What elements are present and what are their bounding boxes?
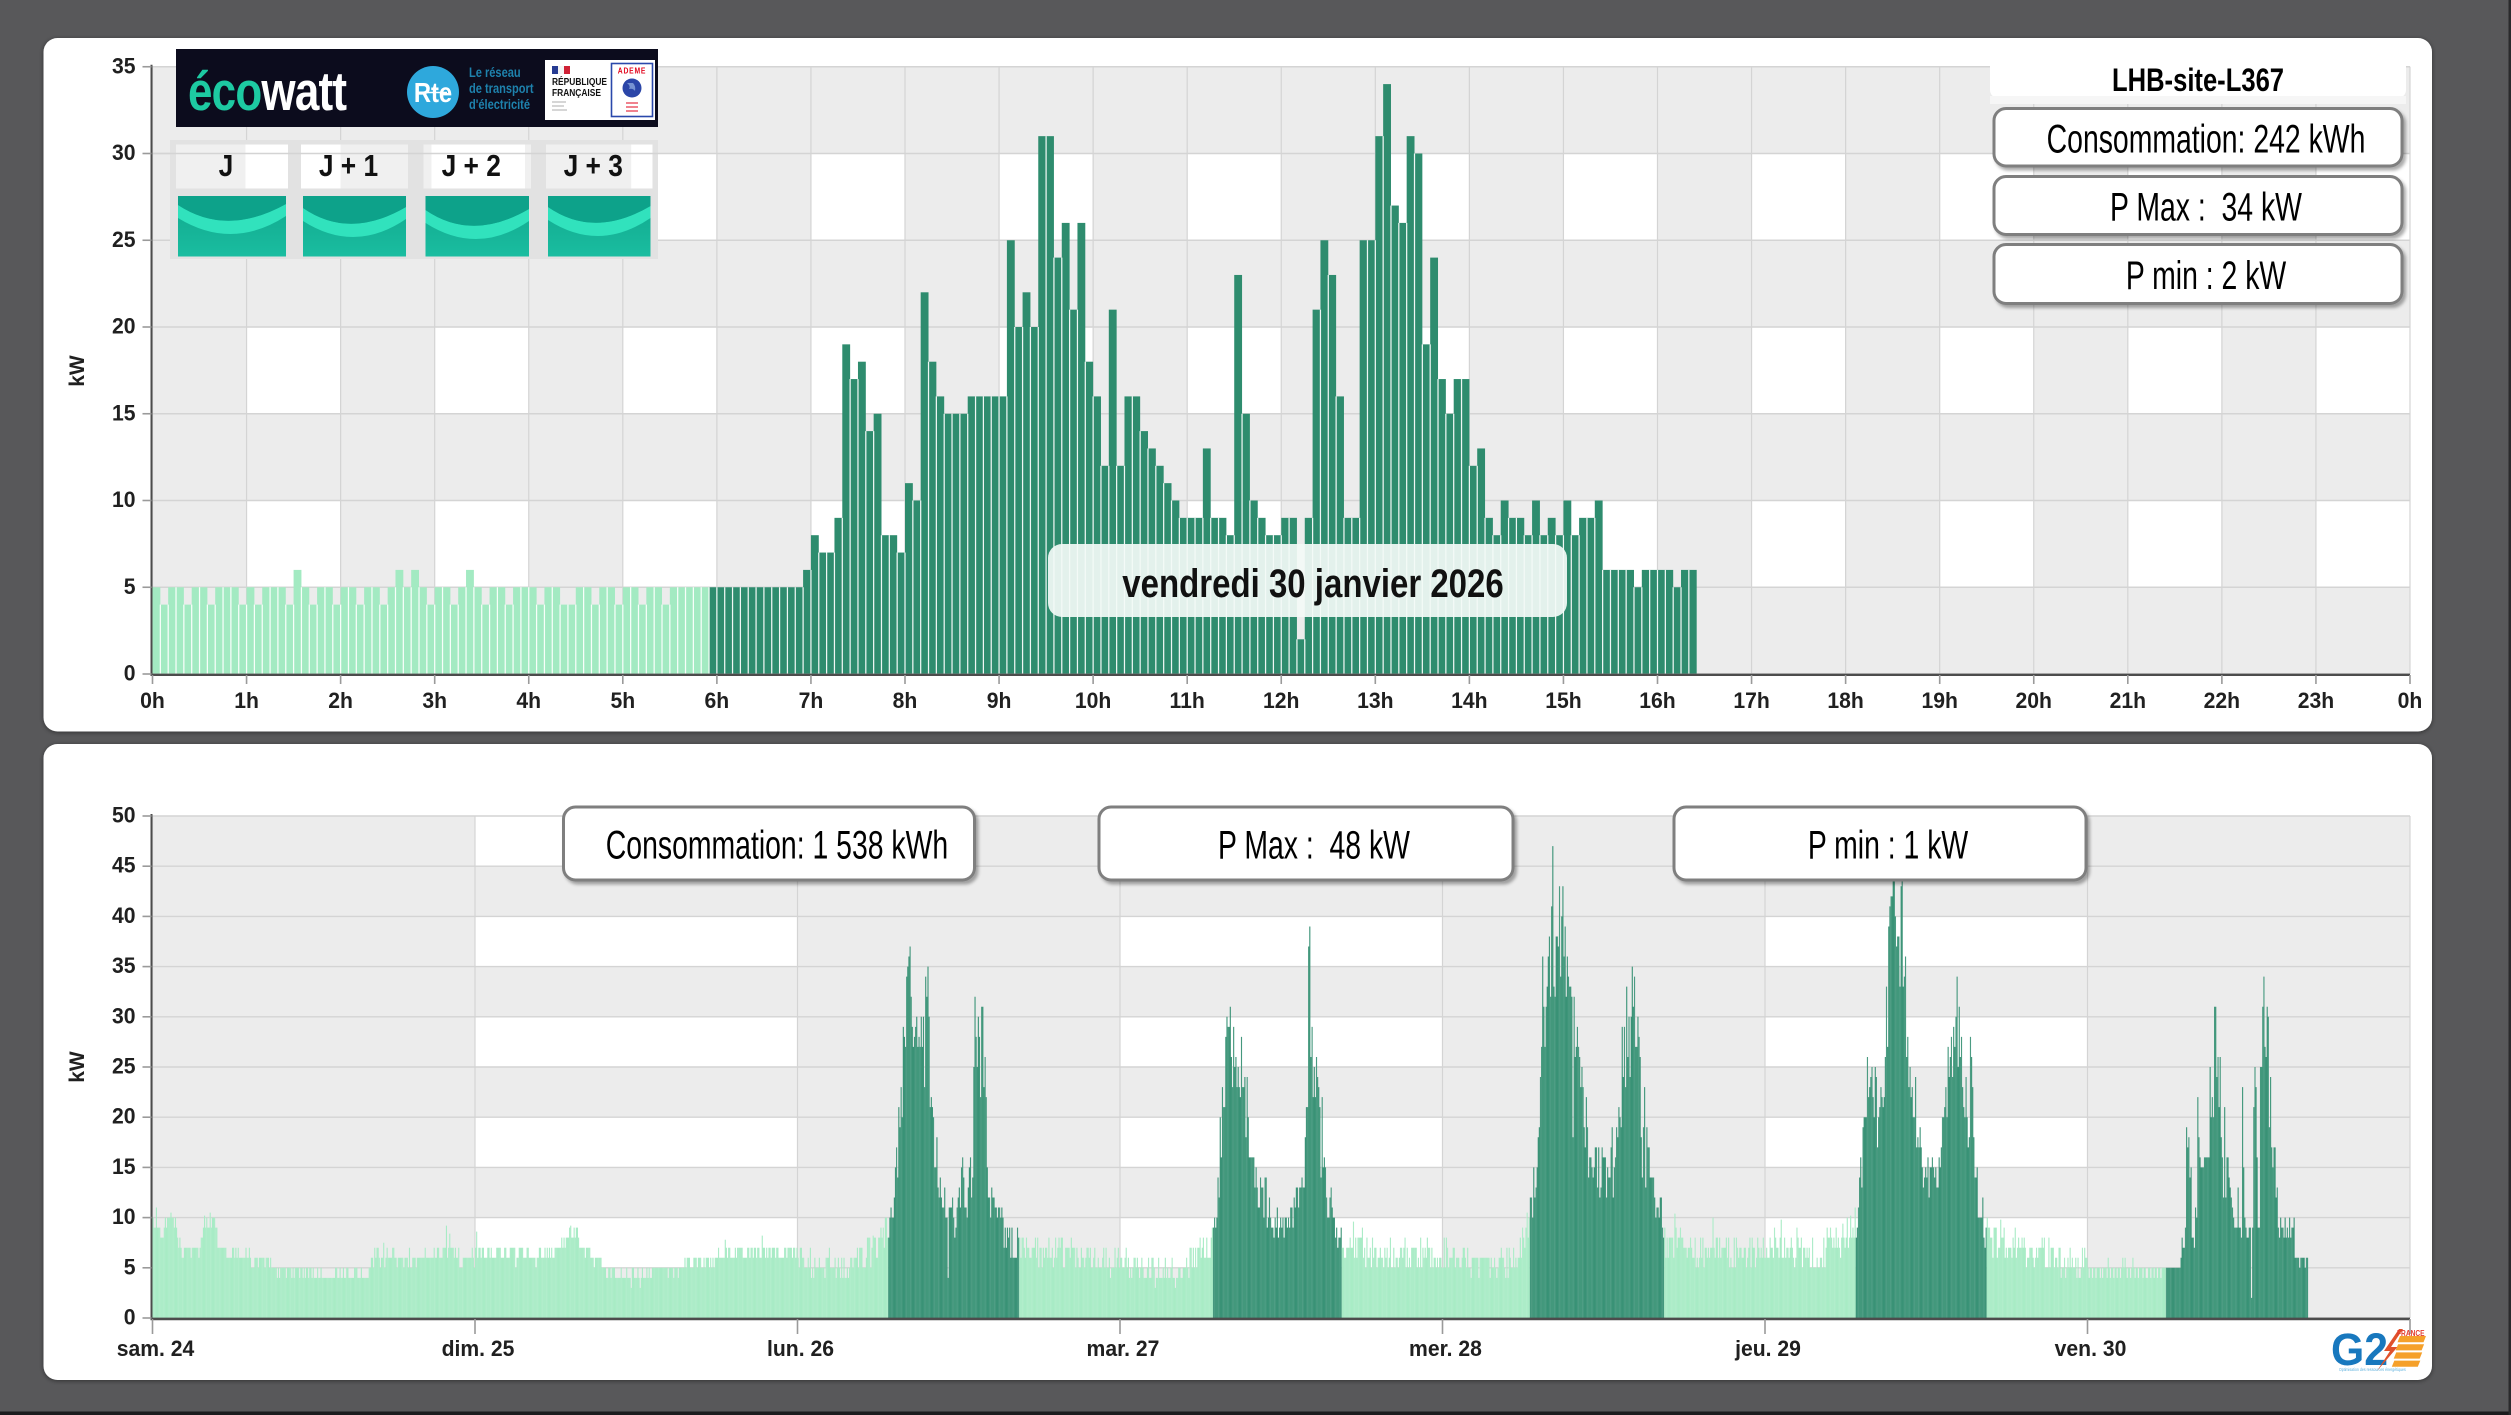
svg-text:ven. 30: ven. 30 (2055, 1335, 2127, 1361)
svg-text:6h: 6h (705, 687, 730, 713)
svg-text:15: 15 (112, 1153, 136, 1179)
svg-text:15h: 15h (1545, 687, 1581, 713)
svg-text:5h: 5h (610, 687, 635, 713)
svg-text:RÉPUBLIQUE: RÉPUBLIQUE (552, 76, 607, 88)
svg-text:18h: 18h (1827, 687, 1863, 713)
svg-text:kW: kW (66, 355, 89, 387)
svg-text:0: 0 (124, 660, 136, 686)
svg-text:10: 10 (112, 1203, 136, 1229)
svg-text:mar. 27: mar. 27 (1087, 1335, 1160, 1361)
svg-text:5: 5 (124, 1254, 136, 1280)
svg-text:17h: 17h (1733, 687, 1769, 713)
svg-text:sam. 24: sam. 24 (117, 1335, 195, 1361)
svg-text:20: 20 (112, 313, 136, 339)
svg-text:vendredi 30 janvier 2026: vendredi 30 janvier 2026 (1122, 561, 1503, 606)
svg-text:40: 40 (112, 902, 136, 928)
svg-text:mer. 28: mer. 28 (1409, 1335, 1482, 1361)
svg-text:de transport: de transport (469, 81, 534, 96)
svg-text:d'électricité: d'électricité (469, 97, 530, 112)
svg-text:13h: 13h (1357, 687, 1393, 713)
svg-text:Consommation: 242 kWh: Consommation: 242 kWh (2047, 118, 2366, 162)
svg-text:3h: 3h (422, 687, 447, 713)
svg-text:25: 25 (112, 1053, 136, 1079)
svg-text:35: 35 (112, 53, 136, 79)
svg-text:J + 1: J + 1 (319, 149, 378, 183)
svg-text:J: J (219, 149, 234, 183)
svg-text:9h: 9h (987, 687, 1012, 713)
svg-text:15: 15 (112, 400, 136, 426)
svg-text:20: 20 (112, 1103, 136, 1129)
svg-text:2h: 2h (328, 687, 353, 713)
svg-text:P Max : 48 kW: P Max : 48 kW (1218, 824, 1410, 868)
svg-text:50: 50 (112, 802, 136, 828)
svg-text:30: 30 (112, 139, 136, 165)
svg-text:Optimisation des ressources én: Optimisation des ressources énergétiques (2339, 1367, 2406, 1373)
svg-text:J + 3: J + 3 (564, 149, 623, 183)
svg-text:Consommation: 1 538 kWh: Consommation: 1 538 kWh (606, 824, 948, 868)
svg-text:45: 45 (112, 852, 136, 878)
svg-text:LHB-site-L367: LHB-site-L367 (2112, 63, 2284, 98)
svg-text:22h: 22h (2204, 687, 2240, 713)
svg-text:jeu. 29: jeu. 29 (1734, 1335, 1801, 1361)
svg-text:25: 25 (112, 226, 136, 252)
svg-text:Le réseau: Le réseau (469, 65, 521, 80)
svg-text:J + 2: J + 2 (442, 149, 501, 183)
svg-text:8h: 8h (893, 687, 918, 713)
svg-text:dim. 25: dim. 25 (442, 1335, 515, 1361)
svg-text:P min : 2 kW: P min : 2 kW (2126, 254, 2287, 298)
svg-text:7h: 7h (799, 687, 824, 713)
svg-text:23h: 23h (2298, 687, 2334, 713)
svg-text:14h: 14h (1451, 687, 1487, 713)
svg-text:kW: kW (66, 1051, 89, 1083)
svg-text:10h: 10h (1075, 687, 1111, 713)
svg-text:10: 10 (112, 486, 136, 512)
svg-text:FRANCE: FRANCE (2397, 1328, 2425, 1338)
svg-text:4h: 4h (516, 687, 541, 713)
svg-text:20h: 20h (2016, 687, 2052, 713)
svg-text:écowatt: écowatt (188, 60, 346, 122)
svg-text:16h: 16h (1639, 687, 1675, 713)
svg-text:19h: 19h (1921, 687, 1957, 713)
svg-text:G2: G2 (2331, 1325, 2388, 1375)
svg-text:12h: 12h (1263, 687, 1299, 713)
svg-text:ADEME: ADEME (618, 66, 647, 76)
svg-text:0h: 0h (2398, 687, 2423, 713)
svg-text:5: 5 (124, 573, 136, 599)
svg-text:1h: 1h (234, 687, 259, 713)
svg-text:21h: 21h (2110, 687, 2146, 713)
svg-text:0h: 0h (140, 687, 165, 713)
svg-text:0: 0 (124, 1304, 136, 1330)
svg-text:P Max : 34 kW: P Max : 34 kW (2110, 186, 2302, 230)
svg-text:FRANÇAISE: FRANÇAISE (552, 87, 601, 99)
svg-text:30: 30 (112, 1003, 136, 1029)
svg-text:lun. 26: lun. 26 (767, 1335, 834, 1361)
svg-text:35: 35 (112, 952, 136, 978)
svg-text:11h: 11h (1170, 687, 1205, 713)
svg-text:P min : 1 kW: P min : 1 kW (1808, 824, 1969, 868)
